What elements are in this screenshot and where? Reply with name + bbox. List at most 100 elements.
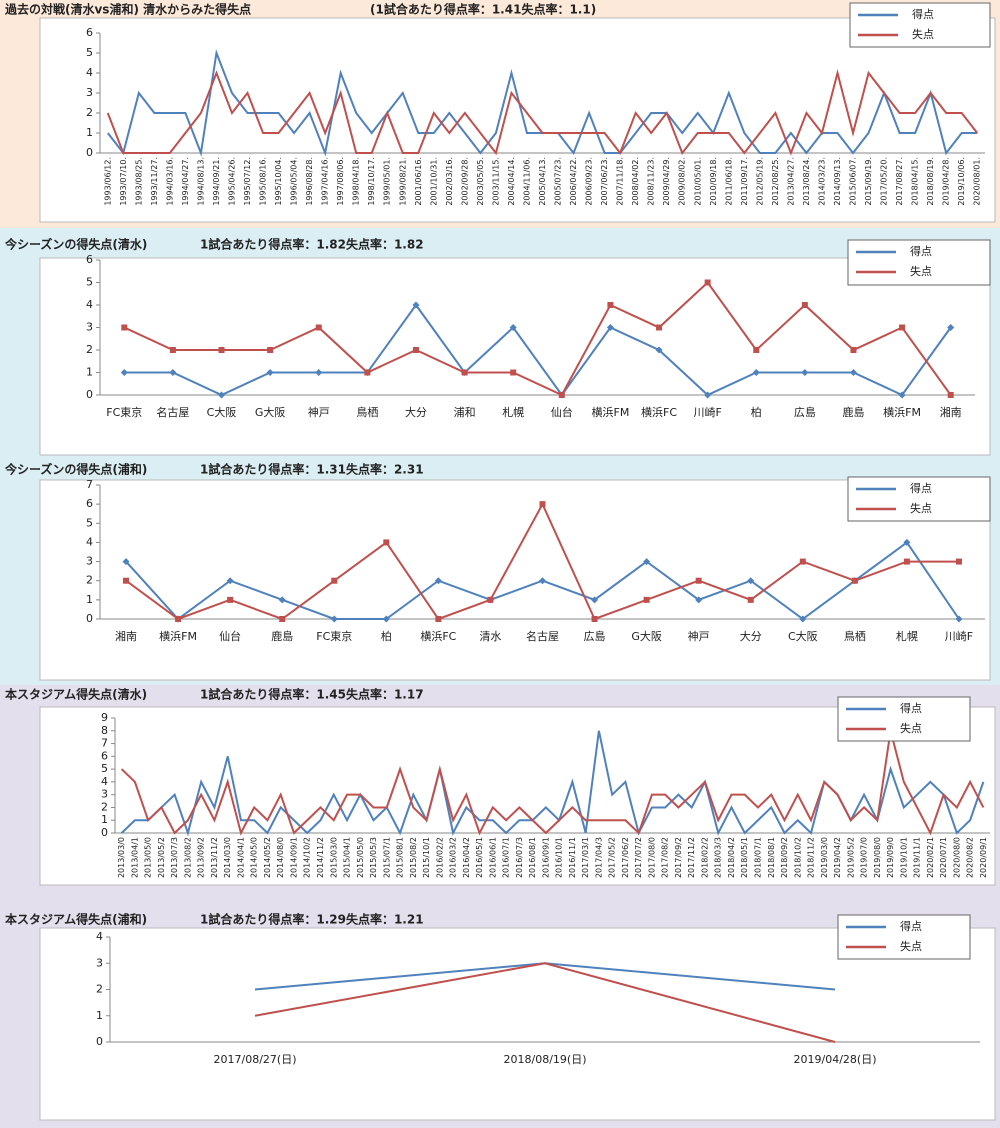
marker bbox=[903, 558, 910, 565]
x-tick-label: 横浜FM bbox=[159, 629, 197, 643]
x-tick-label: 広島 bbox=[794, 405, 816, 419]
marker bbox=[695, 577, 702, 584]
x-tick-label: 1997/08/06. bbox=[336, 157, 345, 206]
marker bbox=[266, 369, 274, 376]
x-tick-label: 2018/02/2 bbox=[700, 837, 709, 878]
x-tick-label: FC東京 bbox=[316, 629, 352, 643]
y-tick-label: 0 bbox=[86, 388, 93, 401]
x-tick-label: 2003/05/05. bbox=[476, 157, 485, 206]
marker bbox=[218, 391, 226, 399]
y-tick-label: 2 bbox=[96, 983, 103, 996]
y-tick-label: 2 bbox=[86, 343, 93, 356]
x-tick-label: 2019/10/1 bbox=[899, 837, 908, 878]
x-tick-label: 2013/05/2 bbox=[157, 837, 166, 878]
x-tick-label: 2007/06/23. bbox=[600, 157, 609, 206]
series-line bbox=[124, 303, 952, 397]
x-tick-label: 2014/09/13. bbox=[833, 157, 842, 206]
legend-label: 得点 bbox=[910, 482, 932, 495]
x-tick-label: 2018/09/2 bbox=[780, 837, 789, 878]
y-tick-label: 4 bbox=[86, 66, 93, 79]
x-tick-label: 2019/04/2 bbox=[833, 837, 842, 878]
legend-label: 失点 bbox=[912, 28, 934, 41]
x-tick-label: 2017/08/0 bbox=[647, 837, 656, 878]
marker bbox=[383, 539, 390, 546]
x-tick-label: 2016/09/1 bbox=[541, 837, 550, 878]
y-tick-label: 3 bbox=[86, 555, 93, 568]
y-tick-label: 0 bbox=[86, 612, 93, 625]
x-tick-label: 1999/08/21. bbox=[398, 157, 407, 206]
chart-subtitle: 1試合あたり得点率：1.31失点率：2.31 bbox=[200, 462, 424, 477]
x-tick-label: 2017/07/2 bbox=[634, 837, 643, 878]
x-tick-label: 1994/04/27. bbox=[181, 157, 190, 206]
y-tick-label: 6 bbox=[86, 497, 93, 510]
y-tick-label: 6 bbox=[86, 253, 93, 266]
marker bbox=[120, 369, 128, 376]
x-tick-label: 湘南 bbox=[940, 405, 962, 419]
x-tick-label: 2016/03/2 bbox=[449, 837, 458, 878]
marker bbox=[898, 391, 906, 399]
plot-frame bbox=[39, 706, 996, 886]
x-tick-label: 浦和 bbox=[454, 406, 476, 419]
x-tick-label: 2012/08/25. bbox=[771, 157, 780, 206]
x-tick-label: 2009/08/02. bbox=[678, 157, 687, 206]
marker bbox=[849, 369, 857, 376]
x-tick-label: 2019/03/0 bbox=[820, 837, 829, 878]
x-tick-label: 2004/04/14. bbox=[507, 157, 516, 206]
x-tick-label: 柏 bbox=[381, 629, 392, 643]
x-tick-label: 2016/06/1 bbox=[488, 837, 497, 878]
x-tick-label: 1993/06/12. bbox=[103, 157, 112, 206]
x-tick-label: 2008/04/02. bbox=[631, 157, 640, 206]
plot-frame bbox=[39, 927, 996, 1121]
x-tick-label: 鹿島 bbox=[842, 405, 864, 419]
legend-box bbox=[847, 476, 991, 522]
x-tick-label: 湘南 bbox=[115, 629, 137, 643]
x-tick-label: 2014/04/1 bbox=[236, 837, 245, 878]
x-tick-label: 2014/03/0 bbox=[223, 837, 232, 878]
x-tick-label: 2018/10/2 bbox=[793, 837, 802, 878]
chart-subtitle: (1試合あたり得点率：1.41失点率：1.1) bbox=[370, 2, 596, 17]
x-tick-label: 2018/08/19(日) bbox=[504, 1053, 587, 1066]
x-tick-label: 2006/09/23. bbox=[585, 157, 594, 206]
x-tick-label: 2008/11/23. bbox=[647, 157, 656, 206]
x-tick-label: 2020/08/01. bbox=[973, 157, 982, 206]
x-tick-label: 1993/07/10. bbox=[119, 157, 128, 206]
x-tick-label: 2016/10/1 bbox=[555, 837, 564, 878]
y-tick-label: 5 bbox=[86, 46, 93, 59]
x-tick-label: 1998/04/18. bbox=[352, 157, 361, 206]
marker bbox=[461, 369, 468, 376]
y-tick-label: 6 bbox=[86, 26, 93, 39]
x-tick-label: 2015/08/1 bbox=[396, 837, 405, 878]
x-tick-label: 2014/08/0 bbox=[276, 837, 285, 878]
x-tick-label: 2016/08/1 bbox=[528, 837, 537, 878]
y-tick-label: 5 bbox=[86, 516, 93, 529]
marker bbox=[851, 577, 858, 584]
x-tick-label: 2017/06/2 bbox=[621, 837, 630, 878]
x-tick-label: 2001/10/31. bbox=[429, 157, 438, 206]
y-tick-label: 7 bbox=[101, 737, 108, 750]
x-tick-label: 大分 bbox=[740, 629, 762, 643]
x-tick-label: 2018/03/3 bbox=[714, 837, 723, 878]
marker bbox=[591, 596, 599, 604]
marker bbox=[169, 369, 177, 376]
plot-frame bbox=[39, 257, 991, 456]
x-tick-label: 2019/05/2 bbox=[846, 837, 855, 878]
marker bbox=[169, 347, 176, 353]
x-tick-label: 2017/08/27. bbox=[895, 157, 904, 206]
marker bbox=[382, 615, 390, 623]
x-tick-label: 2018/11/2 bbox=[807, 837, 816, 878]
x-tick-label: 2019/08/0 bbox=[873, 837, 882, 878]
x-tick-label: 2013/09/2 bbox=[197, 837, 206, 878]
x-tick-label: 2017/08/2 bbox=[661, 837, 670, 878]
marker bbox=[643, 558, 651, 566]
x-tick-label: 仙台 bbox=[219, 629, 241, 643]
x-tick-label: 1994/03/16. bbox=[165, 157, 174, 206]
x-tick-label: 2015/09/19. bbox=[864, 157, 873, 206]
legend-label: 得点 bbox=[912, 8, 934, 21]
x-tick-label: 2015/10/1 bbox=[422, 837, 431, 878]
legend-label: 失点 bbox=[900, 940, 922, 953]
marker bbox=[330, 615, 338, 623]
x-tick-label: 2015/04/1 bbox=[343, 837, 352, 878]
marker bbox=[747, 596, 754, 603]
marker bbox=[509, 324, 517, 331]
x-tick-label: 1995/08/16. bbox=[259, 157, 268, 206]
